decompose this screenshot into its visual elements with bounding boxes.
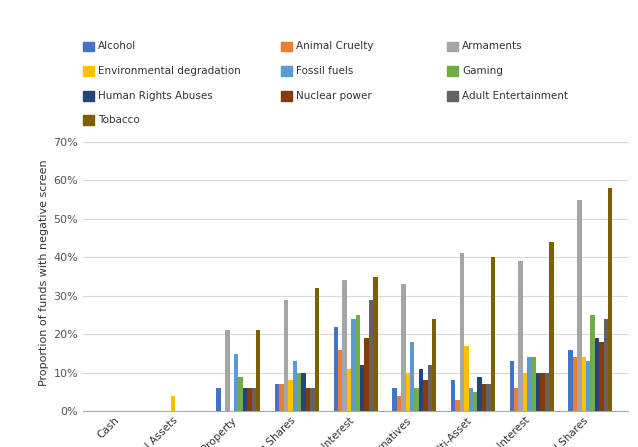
Bar bbox=[275, 384, 279, 411]
Text: Adult Entertainment: Adult Entertainment bbox=[462, 91, 568, 101]
Y-axis label: Proportion of funds with negative screen: Proportion of funds with negative screen bbox=[39, 160, 49, 386]
Bar bbox=[171, 396, 175, 411]
Bar bbox=[519, 261, 523, 411]
Bar bbox=[573, 357, 577, 411]
Bar bbox=[225, 330, 230, 411]
Bar bbox=[464, 346, 468, 411]
Bar bbox=[423, 380, 427, 411]
Bar bbox=[568, 350, 573, 411]
Bar bbox=[247, 388, 251, 411]
Bar bbox=[251, 388, 256, 411]
Bar bbox=[392, 388, 397, 411]
Bar bbox=[288, 380, 293, 411]
Bar bbox=[456, 400, 460, 411]
Bar bbox=[306, 388, 310, 411]
Bar bbox=[397, 396, 401, 411]
Text: Gaming: Gaming bbox=[462, 66, 503, 76]
Bar bbox=[239, 376, 243, 411]
Bar bbox=[540, 373, 545, 411]
Bar bbox=[527, 357, 531, 411]
Bar bbox=[234, 354, 239, 411]
Bar bbox=[486, 384, 491, 411]
Bar bbox=[427, 365, 432, 411]
Bar bbox=[216, 388, 221, 411]
Bar bbox=[468, 388, 473, 411]
Bar bbox=[315, 288, 319, 411]
Bar bbox=[531, 357, 536, 411]
Bar bbox=[297, 373, 301, 411]
Bar bbox=[604, 319, 608, 411]
Bar bbox=[523, 373, 527, 411]
Bar bbox=[451, 380, 456, 411]
Bar bbox=[414, 388, 419, 411]
Bar bbox=[369, 299, 373, 411]
Bar bbox=[419, 369, 423, 411]
Bar bbox=[279, 384, 284, 411]
Bar bbox=[536, 373, 540, 411]
Bar bbox=[599, 342, 604, 411]
Bar bbox=[338, 350, 343, 411]
Bar bbox=[347, 369, 352, 411]
Bar bbox=[514, 388, 519, 411]
Bar bbox=[460, 253, 464, 411]
Text: Nuclear power: Nuclear power bbox=[296, 91, 372, 101]
Bar bbox=[243, 388, 247, 411]
Bar bbox=[473, 392, 477, 411]
Text: Zenith APL - Negative screens by Asset Class and issue: Zenith APL - Negative screens by Asset C… bbox=[5, 5, 463, 20]
Bar bbox=[482, 384, 486, 411]
Bar bbox=[310, 388, 315, 411]
Bar bbox=[410, 342, 414, 411]
Bar bbox=[586, 361, 590, 411]
Text: Tobacco: Tobacco bbox=[98, 115, 140, 125]
Bar bbox=[401, 284, 406, 411]
Bar bbox=[364, 338, 369, 411]
Bar bbox=[581, 357, 586, 411]
Bar bbox=[432, 319, 436, 411]
Bar bbox=[256, 330, 260, 411]
Bar bbox=[334, 327, 338, 411]
Text: Armaments: Armaments bbox=[462, 42, 523, 51]
Bar bbox=[549, 242, 554, 411]
Bar bbox=[352, 319, 356, 411]
Text: Environmental degradation: Environmental degradation bbox=[98, 66, 241, 76]
Bar bbox=[590, 315, 595, 411]
Bar bbox=[343, 280, 347, 411]
Bar bbox=[491, 257, 495, 411]
Bar bbox=[510, 361, 514, 411]
Bar bbox=[406, 373, 410, 411]
Text: Fossil fuels: Fossil fuels bbox=[296, 66, 353, 76]
Text: Human Rights Abuses: Human Rights Abuses bbox=[98, 91, 213, 101]
Bar bbox=[373, 277, 378, 411]
Text: Alcohol: Alcohol bbox=[98, 42, 137, 51]
Bar bbox=[293, 361, 297, 411]
Bar bbox=[360, 365, 364, 411]
Bar bbox=[545, 373, 549, 411]
Bar bbox=[301, 373, 306, 411]
Bar bbox=[595, 338, 599, 411]
Bar bbox=[355, 315, 360, 411]
Bar bbox=[477, 376, 482, 411]
Bar bbox=[608, 188, 612, 411]
Bar bbox=[284, 299, 288, 411]
Bar bbox=[577, 199, 581, 411]
Text: Animal Cruelty: Animal Cruelty bbox=[296, 42, 373, 51]
